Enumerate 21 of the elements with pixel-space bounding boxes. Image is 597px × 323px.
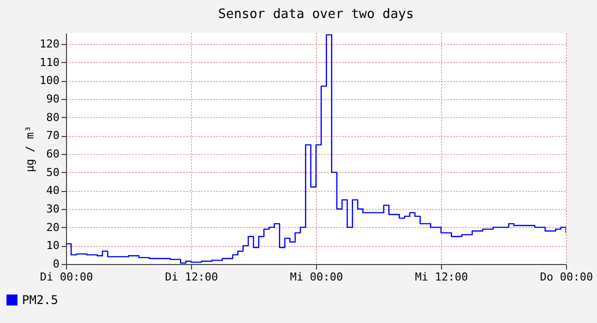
x-tick-label: Di 00:00: [40, 270, 93, 284]
y-tick-label: 30: [46, 202, 60, 216]
chart-title: Sensor data over two days: [218, 7, 414, 22]
y-tick-label: 10: [46, 239, 60, 252]
x-tick-label: Mi 12:00: [415, 270, 468, 284]
y-axis-title: µg / m³: [24, 126, 37, 172]
y-tick-label: 100: [40, 74, 60, 88]
y-tick-label: 120: [40, 38, 60, 50]
y-tick-label: 110: [40, 56, 60, 69]
x-tick-label: Do 00:00: [540, 270, 593, 284]
y-tick-label: 60: [46, 148, 60, 160]
y-tick-label: 20: [46, 220, 60, 234]
y-tick-label: 0: [52, 258, 60, 270]
x-tick-label: Mi 00:00: [290, 270, 343, 284]
y-tick-label: 90: [46, 92, 60, 106]
x-tick-label: Di 12:00: [165, 270, 218, 284]
legend-label: PM2.5: [22, 293, 58, 307]
y-tick-label: 50: [46, 166, 60, 179]
y-tick-label: 80: [46, 110, 60, 124]
y-tick-label: 40: [46, 184, 60, 198]
y-tick-label: 70: [46, 129, 60, 142]
